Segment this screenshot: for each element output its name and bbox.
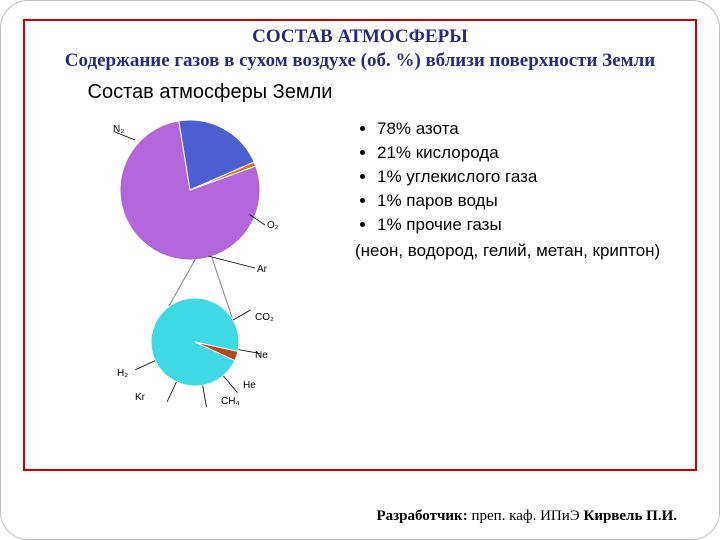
title-line1: СОСТАВ АТМОСФЕРЫ <box>252 26 468 47</box>
slide-title: СОСТАВ АТМОСФЕРЫ Содержание газов в сухо… <box>35 25 685 73</box>
svg-text:Kr: Kr <box>135 392 146 403</box>
svg-text:Ne: Ne <box>255 350 268 361</box>
content-row: Состав атмосферы Земли N₂ O₂ Ar CO₂ Ne HeCH₄ K… <box>35 79 685 420</box>
bullet-item: 1% прочие газы <box>377 215 660 235</box>
svg-text:Ar: Ar <box>257 264 268 275</box>
chart-heading: Состав атмосферы Земли <box>75 81 345 104</box>
composition-list: 78% азота 21% кислорода 1% углекислого газ… <box>355 79 660 420</box>
other-gases-note: (неон, водород, гелий, метан, криптон) <box>355 241 660 261</box>
footer-label: Разработчик: <box>376 508 467 524</box>
bullet-item: 21% кислорода <box>377 143 660 163</box>
slide-frame: СОСТАВ АТМОСФЕРЫ Содержание газов в сухо… <box>0 0 720 540</box>
bullet-item: 1% паров воды <box>377 191 660 211</box>
footer-name: Кирвель П.И. <box>583 508 677 524</box>
svg-text:O₂: O₂ <box>267 220 279 231</box>
title-line2: Содержание газов в сухом воздухе (об. %)… <box>65 50 655 71</box>
svg-text:N₂: N₂ <box>113 124 124 135</box>
bullet-item: 78% азота <box>377 119 660 139</box>
svg-text:H₂: H₂ <box>117 368 128 379</box>
svg-text:CH₄: CH₄ <box>221 396 240 407</box>
footer-credit: Разработчик: преп. каф. ИПиЭ Кирвель П.И… <box>376 508 677 525</box>
footer-affil: преп. каф. ИПиЭ <box>468 508 584 524</box>
charts-column: Состав атмосферы Земли N₂ O₂ Ar CO₂ Ne HeCH₄ K… <box>75 79 345 420</box>
bullet-list: 78% азота 21% кислорода 1% углекислого газ… <box>355 119 660 235</box>
content-panel: СОСТАВ АТМОСФЕРЫ Содержание газов в сухо… <box>23 19 697 471</box>
svg-text:CO₂: CO₂ <box>255 312 274 323</box>
pie-charts-svg: N₂ O₂ Ar CO₂ Ne HeCH₄ Kr H₂ <box>75 110 335 420</box>
svg-text:He: He <box>243 380 256 391</box>
bullet-item: 1% углекислого газа <box>377 167 660 187</box>
